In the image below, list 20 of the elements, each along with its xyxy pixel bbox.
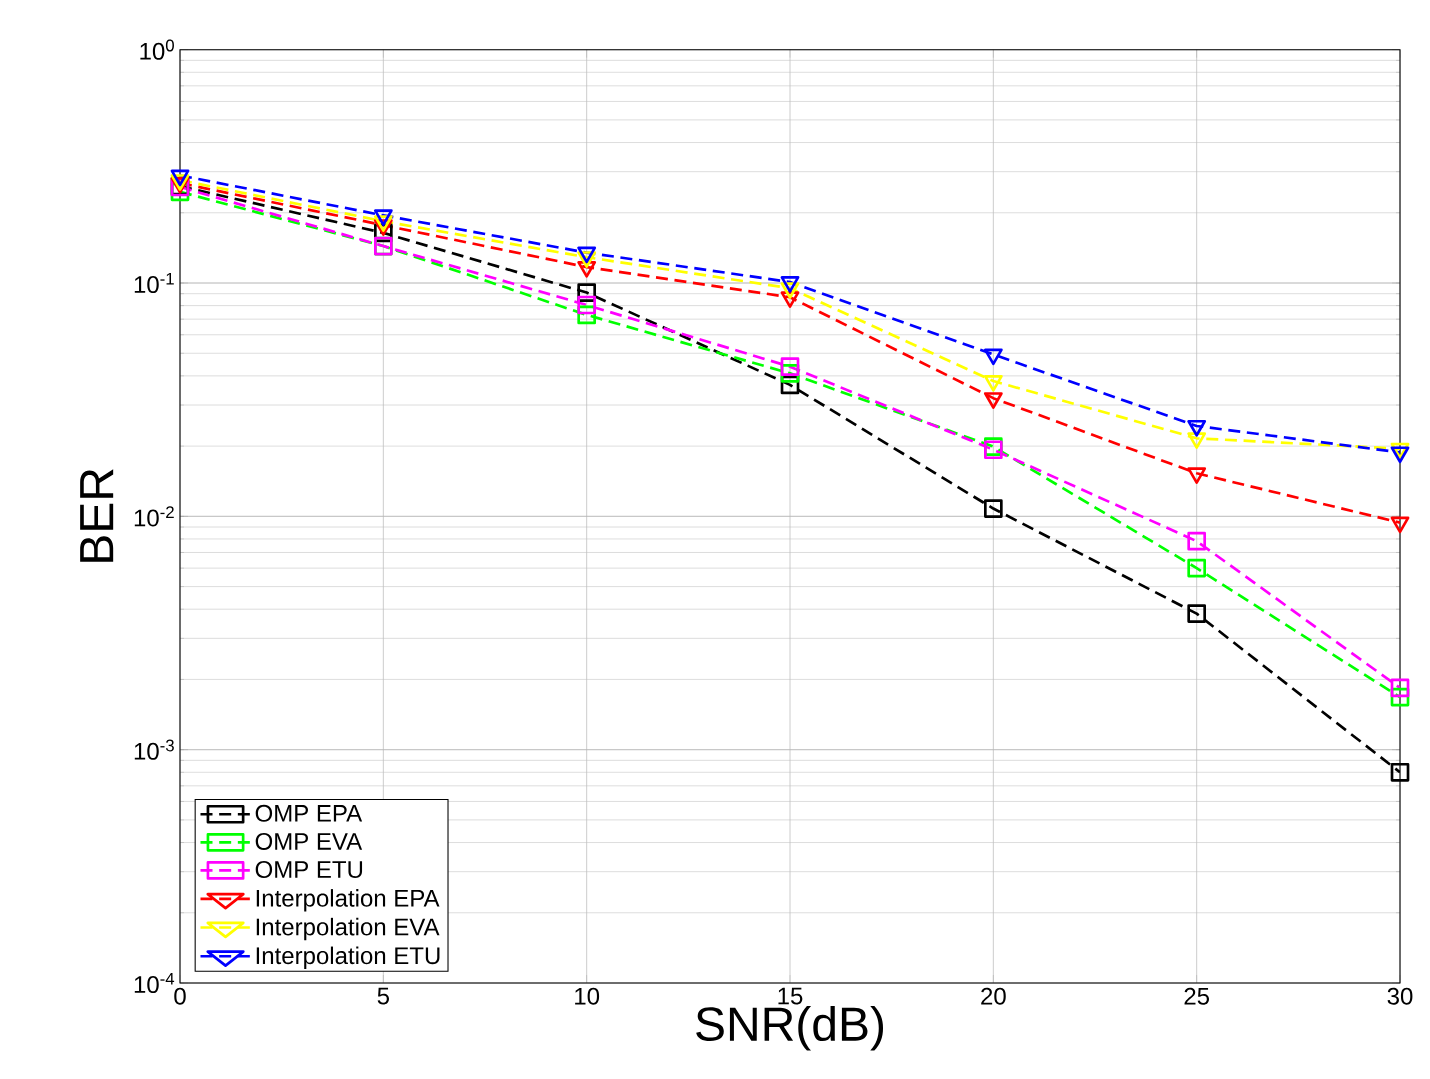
x-tick-label: 30 — [1387, 987, 1413, 1005]
x-tick-label: 15 — [778, 987, 803, 1005]
y-tick-label: 10$^{-3}$ — [134, 739, 174, 760]
legend-label: Interpolation ETU — [256, 946, 440, 969]
x-tick-label: 5 — [377, 987, 389, 1005]
x-tick-label: 20 — [981, 987, 1006, 1005]
legend-label: Interpolation EVA — [256, 917, 440, 941]
x-tick-label: 10 — [575, 987, 600, 1005]
y-tick-label: 10$^{0}$ — [140, 39, 174, 60]
legend-label: Interpolation EPA — [256, 889, 440, 912]
y-axis-title: BER — [80, 469, 114, 562]
y-tick-label: 10$^{-2}$ — [134, 506, 174, 527]
legend-label: OMP EPA — [255, 804, 363, 822]
y-tick-label: 10$^{-4}$ — [134, 972, 175, 994]
legend-label: OMP ETU — [255, 861, 363, 879]
x-tick-label: 0 — [174, 987, 186, 1005]
x-tick-label: 25 — [1184, 987, 1210, 1005]
legend-label: OMP EVA — [255, 832, 363, 850]
x-axis-title: SNR(dB) — [696, 1005, 884, 1051]
y-tick-label: 10$^{-1}$ — [134, 272, 174, 294]
